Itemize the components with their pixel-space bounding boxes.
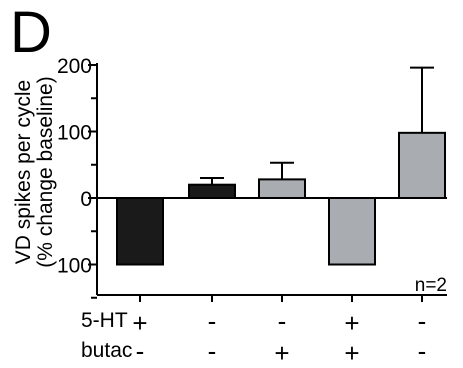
y-tick-label: 200 [57,55,92,78]
y-tick-label: 0 [80,188,92,211]
condition-label: 5-HT [81,309,128,332]
y-axis-label: VD spikes per cycle (% change baseline) [12,76,57,267]
condition-sign: - [136,336,145,366]
bar [328,197,376,266]
y-tick-label: 100 [57,255,92,278]
condition-sign: - [418,336,427,366]
bar [116,197,164,266]
condition-sign: - [208,336,217,366]
y-tick-label: 100 [57,122,92,145]
bar [398,131,446,199]
condition-sign: + [344,308,359,338]
condition-sign: + [274,338,289,368]
bar [188,183,236,199]
y-axis-label-line1: VD spikes per cycle [12,80,35,264]
condition-sign: - [208,306,217,336]
panel-letter: D [10,0,52,65]
condition-sign: + [132,308,147,338]
condition-label: butac [81,339,132,362]
condition-sign: - [418,306,427,336]
sample-size-annotation: n=2 [415,275,447,296]
condition-sign: + [344,338,359,368]
y-axis-label-line2: (% change baseline) [34,76,57,267]
condition-sign: - [278,306,287,336]
bar [258,178,306,200]
